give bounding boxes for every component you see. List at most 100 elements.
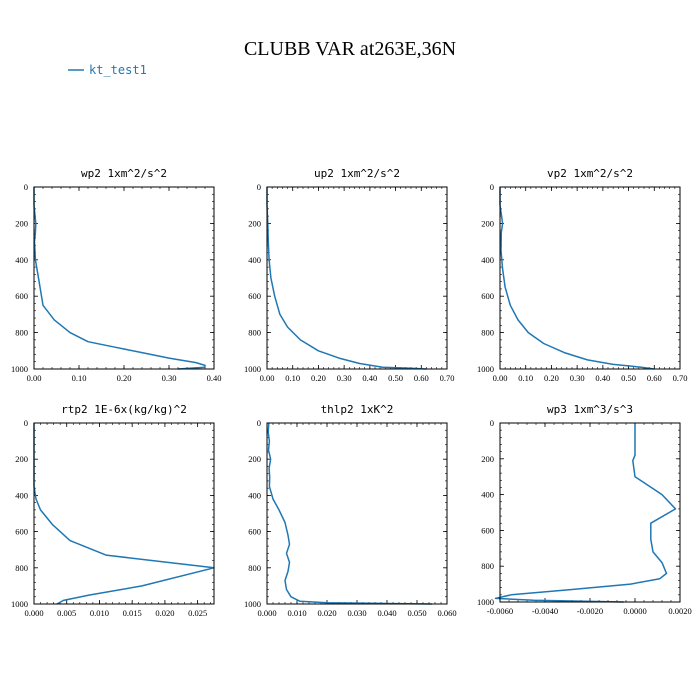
x-tick-label: 0.010 [287, 608, 306, 618]
legend: kt_test1 [68, 63, 147, 77]
subplot-2: up2 1xm^2/s^2 0.00 0.10 0.20 0.30 0.40 0.50 0.6… [244, 167, 454, 383]
series-line-kt-test1 [267, 422, 433, 605]
x-tick-label: -0.0060 [487, 606, 513, 616]
y-tick-label: 1000 [477, 364, 494, 374]
y-tick-label: 200 [248, 454, 261, 464]
y-tick-label: 1000 [244, 364, 261, 374]
x-tick-label: 0.40 [362, 373, 377, 383]
subplot-title: vp2 1xm^2/s^2 [547, 167, 633, 180]
plot-frame [266, 422, 448, 605]
x-tick-label: 0.005 [57, 608, 76, 618]
x-tick-label: 0.50 [388, 373, 403, 383]
x-tick-label: 0.20 [117, 373, 132, 383]
y-tick-label: 400 [248, 490, 261, 500]
y-tick-label: 600 [481, 525, 494, 535]
y-tick-label: 600 [15, 291, 28, 301]
y-tick-label: 200 [15, 454, 28, 464]
x-tick-label: 0.10 [285, 373, 300, 383]
subplot-5: thlp2 1xK^2 0.000 0.010 0.020 0.030 0.040 0.05… [244, 403, 457, 618]
x-tick-label: 0.10 [72, 373, 87, 383]
x-tick-label: 0.050 [407, 608, 426, 618]
x-tick-label: 0.50 [621, 373, 636, 383]
figure-title: CLUBB VAR at263E,36N [244, 38, 456, 60]
subplot-3: vp2 1xm^2/s^2 0.00 0.10 0.20 0.30 0.40 0.50 0.6… [477, 167, 687, 383]
x-tick-label: 0.40 [595, 373, 610, 383]
y-tick-label: 400 [248, 255, 261, 265]
x-tick-label: 0.060 [437, 608, 456, 618]
y-tick-label: 800 [248, 328, 261, 338]
y-tick-label: 0 [257, 418, 261, 428]
series-line-kt-test1 [266, 187, 427, 370]
plot-frame [499, 422, 681, 603]
x-tick-label: 0.030 [347, 608, 366, 618]
x-tick-label: 0.70 [440, 373, 455, 383]
y-tick-label: 1000 [11, 364, 28, 374]
x-tick-label: 0.000 [24, 608, 43, 618]
x-tick-label: 0.010 [90, 608, 109, 618]
x-tick-label: 0.20 [544, 373, 559, 383]
x-tick-label: 0.020 [317, 608, 336, 618]
y-tick-label: 200 [15, 218, 28, 228]
plot-frame [266, 186, 448, 370]
series-line-kt-test1 [33, 423, 215, 605]
x-tick-label: 0.020 [155, 608, 174, 618]
x-tick-label: 0.60 [647, 373, 662, 383]
y-tick-label: 0 [490, 182, 494, 192]
x-tick-label: 0.025 [188, 608, 207, 618]
subplot-title: rtp2 1E-6x(kg/kg)^2 [61, 403, 187, 416]
x-tick-label: 0.00 [493, 373, 508, 383]
y-tick-label: 600 [248, 291, 261, 301]
series-line-kt-test1 [33, 187, 206, 370]
y-tick-label: 1000 [11, 599, 28, 609]
y-tick-label: 0 [24, 182, 28, 192]
x-tick-label: 0.30 [570, 373, 585, 383]
y-tick-label: 800 [248, 563, 261, 573]
subplot-title: wp2 1xm^2/s^2 [81, 167, 167, 180]
y-tick-label: 1000 [244, 599, 261, 609]
y-tick-label: 0 [257, 182, 261, 192]
y-tick-label: 0 [24, 418, 28, 428]
x-tick-label: 0.30 [162, 373, 177, 383]
y-tick-label: 800 [481, 328, 494, 338]
y-tick-label: 200 [481, 454, 494, 464]
y-tick-label: 800 [481, 561, 494, 571]
y-tick-label: 800 [15, 328, 28, 338]
y-tick-label: 600 [481, 291, 494, 301]
x-tick-label: 0.0000 [623, 606, 646, 616]
plot-frame [33, 186, 215, 370]
y-tick-label: 1000 [477, 597, 494, 607]
y-tick-label: 400 [15, 490, 28, 500]
subplot-6: wp3 1xm^3/s^3 -0.0060 -0.0040 -0.0020 0.0000… [477, 403, 692, 616]
x-tick-label: 0.70 [673, 373, 688, 383]
y-tick-label: 400 [481, 490, 494, 500]
x-tick-label: 0.0020 [668, 606, 691, 616]
x-tick-label: 0.015 [123, 608, 142, 618]
x-tick-label: 0.00 [260, 373, 275, 383]
x-tick-label: 0.10 [518, 373, 533, 383]
subplot-title: wp3 1xm^3/s^3 [547, 403, 633, 416]
x-tick-label: 0.00 [27, 373, 42, 383]
plot-frame [499, 186, 681, 370]
x-tick-label: 0.60 [414, 373, 429, 383]
subplot-grid: wp2 1xm^2/s^2 0.00 0.10 0.20 0.30 0.40 0 200 400… [11, 167, 692, 618]
y-tick-label: 400 [15, 255, 28, 265]
subplot-title: thlp2 1xK^2 [321, 403, 394, 416]
y-tick-label: 400 [481, 255, 494, 265]
plot-frame [33, 422, 215, 605]
y-tick-label: 200 [481, 218, 494, 228]
y-tick-label: 600 [15, 527, 28, 537]
subplot-4: rtp2 1E-6x(kg/kg)^2 0.000 0.005 0.010 0.015 0… [11, 403, 215, 618]
subplot-1: wp2 1xm^2/s^2 0.00 0.10 0.20 0.30 0.40 0 200 400… [11, 167, 221, 383]
series-line-kt-test1 [494, 423, 677, 603]
x-tick-label: 0.30 [337, 373, 352, 383]
y-tick-label: 0 [490, 418, 494, 428]
x-tick-label: -0.0020 [577, 606, 603, 616]
subplot-title: up2 1xm^2/s^2 [314, 167, 400, 180]
legend-label: kt_test1 [89, 63, 147, 77]
x-tick-label: 0.040 [377, 608, 396, 618]
series-line-kt-test1 [499, 187, 655, 370]
y-tick-label: 800 [15, 563, 28, 573]
x-tick-label: 0.20 [311, 373, 326, 383]
x-tick-label: -0.0040 [532, 606, 558, 616]
